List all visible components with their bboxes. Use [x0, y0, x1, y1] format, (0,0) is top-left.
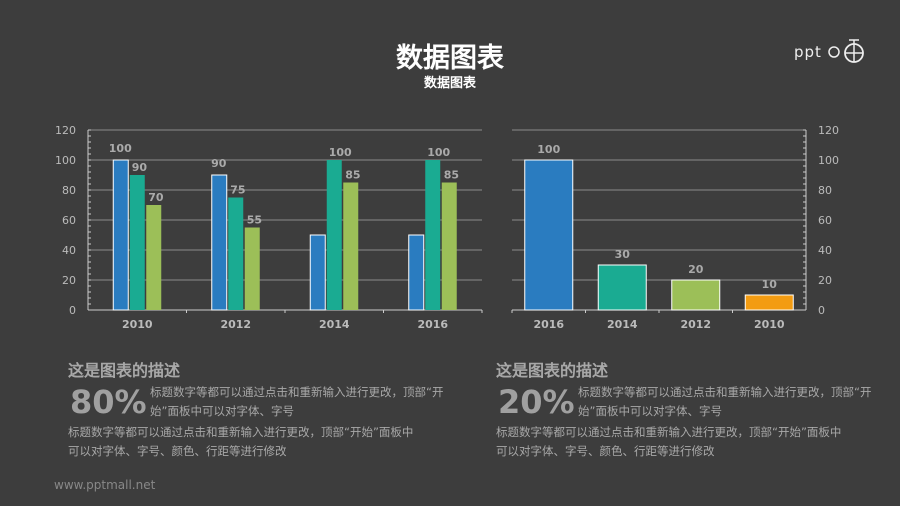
- bar: [129, 175, 145, 310]
- bar: [671, 279, 721, 311]
- footer-url[interactable]: www.pptmall.net: [54, 478, 156, 492]
- bar: [309, 234, 326, 311]
- x-tick-label: 2010: [754, 318, 785, 331]
- data-label: 90: [132, 161, 148, 174]
- data-label: 30: [615, 248, 631, 261]
- x-tick-label: 2014: [319, 318, 350, 331]
- data-label: 100: [329, 146, 352, 159]
- x-tick-label: 2016: [533, 318, 564, 331]
- y-tick-label: 0: [818, 304, 825, 317]
- y-tick-label: 40: [62, 244, 76, 257]
- y-tick-label: 100: [818, 154, 839, 167]
- description-text: 标题数字等都可以通过点击和重新输入进行更改，顶部“开始”面板中可以对字体、字号: [578, 385, 872, 418]
- bar: [244, 227, 260, 310]
- y-tick-label: 120: [55, 124, 76, 137]
- bar: [524, 159, 574, 311]
- x-tick-label: 2014: [607, 318, 638, 331]
- page-title: 数据图表: [396, 43, 504, 74]
- bar: [211, 174, 228, 311]
- bar: [343, 182, 359, 310]
- data-label: 20: [688, 263, 704, 276]
- description-heading: 这是图表的描述: [68, 361, 181, 380]
- data-label: 85: [444, 169, 459, 182]
- data-label: 100: [537, 143, 560, 156]
- svg-text:ppt: ppt: [794, 43, 822, 61]
- bar: [744, 294, 794, 311]
- y-tick-label: 20: [818, 274, 832, 287]
- page-subtitle: 数据图表: [423, 76, 476, 91]
- description-text: 标题数字等都可以通过点击和重新输入进行更改，顶部“开始”面板中可以对字体、字号: [150, 385, 444, 418]
- x-tick-label: 2012: [680, 318, 711, 331]
- x-tick-label: 2010: [122, 318, 153, 331]
- y-tick-label: 80: [818, 184, 832, 197]
- y-tick-label: 120: [818, 124, 839, 137]
- y-tick-label: 20: [62, 274, 76, 287]
- description-text: 标题数字等都可以通过点击和重新输入进行更改，顶部“开始”面板中可以对字体、字号、…: [496, 425, 842, 458]
- y-tick-label: 100: [55, 154, 76, 167]
- description-heading: 这是图表的描述: [496, 361, 609, 380]
- y-tick-label: 40: [818, 244, 832, 257]
- data-label: 100: [109, 142, 132, 155]
- y-tick-label: 60: [818, 214, 832, 227]
- description-text: 标题数字等都可以通过点击和重新输入进行更改，顶部“开始”面板中可以对字体、字号、…: [68, 425, 414, 458]
- y-tick-label: 60: [62, 214, 76, 227]
- x-tick-label: 2016: [417, 318, 448, 331]
- data-label: 90: [211, 157, 227, 170]
- percent-value: 20%: [498, 383, 575, 421]
- bar: [408, 234, 425, 311]
- bar: [112, 159, 129, 311]
- x-tick-label: 2012: [220, 318, 251, 331]
- description-left: 这是图表的描述 80% 标题数字等都可以通过点击和重新输入进行更改，顶部“开始”…: [68, 357, 448, 458]
- y-tick-label: 0: [69, 304, 76, 317]
- bar: [425, 160, 441, 310]
- ppt-logo: ppt: [794, 36, 869, 70]
- data-label: 10: [762, 278, 778, 291]
- bar: [326, 160, 342, 310]
- bar: [441, 182, 457, 310]
- data-label: 55: [247, 214, 262, 227]
- data-label: 70: [148, 191, 164, 204]
- percent-value: 80%: [70, 383, 147, 421]
- description-right: 这是图表的描述 20% 标题数字等都可以通过点击和重新输入进行更改，顶部“开始”…: [496, 357, 876, 458]
- data-label: 75: [230, 184, 245, 197]
- data-label: 85: [345, 169, 360, 182]
- y-tick-label: 80: [62, 184, 76, 197]
- data-label: 100: [427, 146, 450, 159]
- bar: [228, 197, 244, 310]
- bar: [146, 205, 162, 310]
- bar: [597, 264, 647, 311]
